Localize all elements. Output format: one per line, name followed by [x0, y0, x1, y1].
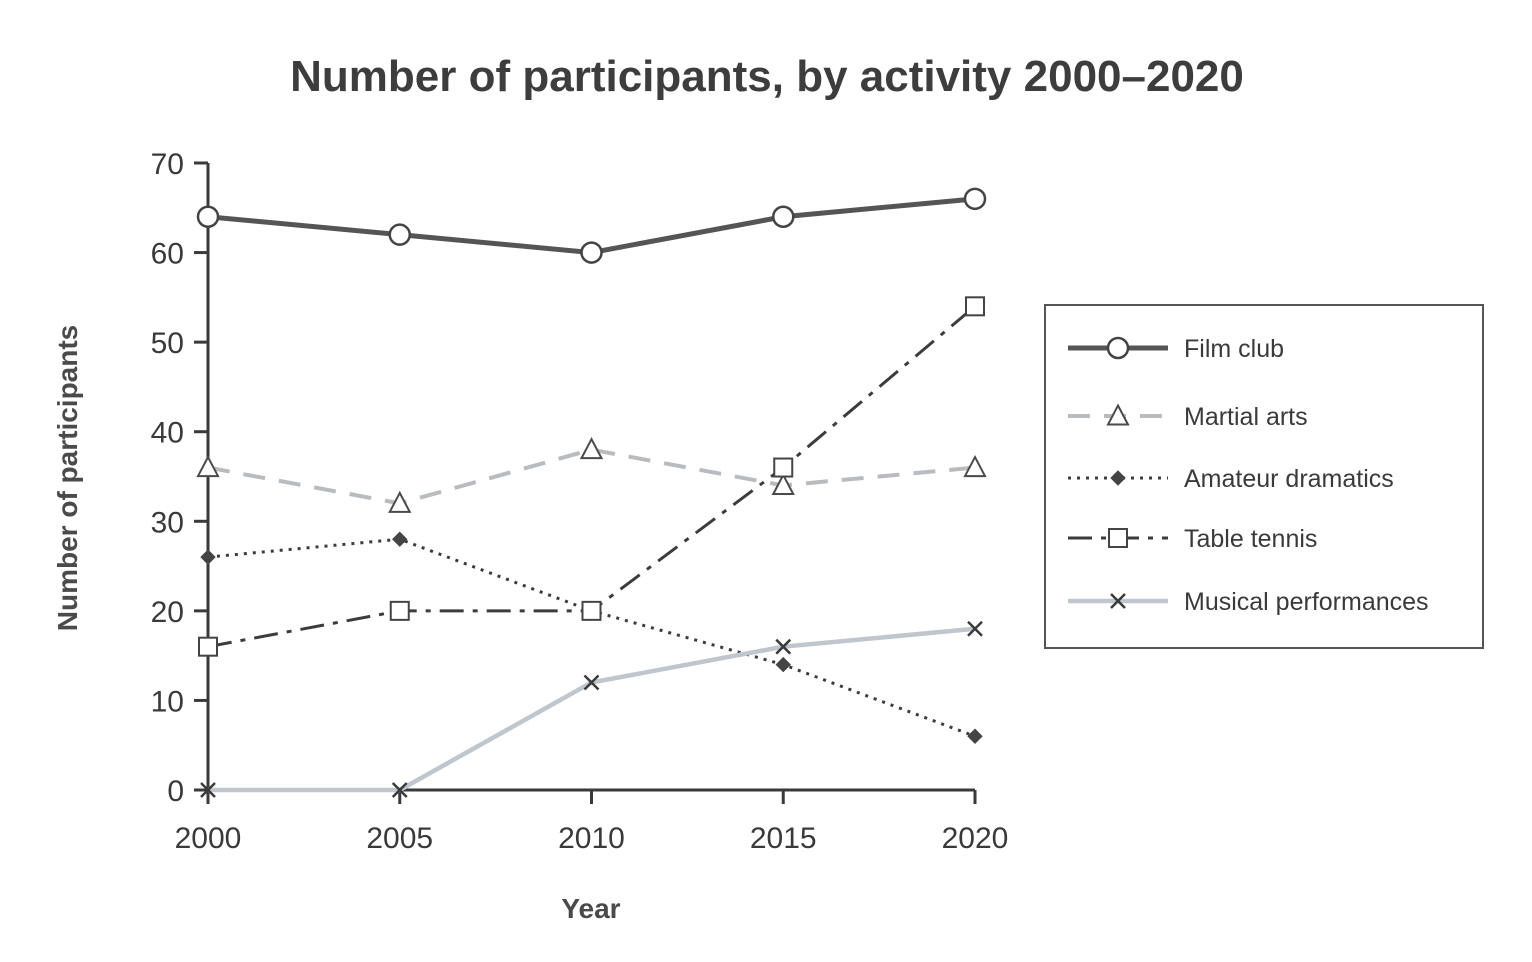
data-point-film-club-circle-marker: [580, 241, 603, 264]
y-tick-label: 50: [151, 327, 184, 360]
data-point-musical-performances-x-marker: [583, 674, 600, 691]
data-point-martial-arts-triangle-marker: [388, 490, 412, 513]
legend: Film club Martial arts Amateur dramatics Ta…: [1044, 304, 1484, 649]
series-martial-arts: [196, 437, 987, 513]
y-tick-label: 0: [167, 775, 184, 808]
y-tick-label: 70: [151, 148, 184, 181]
series-musical-performances: [200, 620, 983, 798]
data-point-musical-performances-x-stroke: [583, 674, 600, 691]
data-point-film-club-circle-marker: [196, 205, 220, 228]
y-axis-label: Number of participants: [52, 325, 83, 631]
legend-film-club-circle-marker: [1106, 336, 1130, 360]
data-point-table-tennis-square-marker: [965, 296, 985, 317]
legend-table-tennis-square-marker: [1108, 528, 1128, 548]
data-point-film-club-circle-marker: [963, 187, 987, 211]
series-film-club: [196, 187, 987, 264]
legend-item-amateur-dramatics: Amateur dramatics: [1068, 465, 1394, 493]
series-line-martial-arts: [207, 447, 976, 506]
legend-martial-arts-triangle-marker: [1106, 403, 1130, 426]
legend-musical-performances-x-marker: [1110, 593, 1126, 609]
data-point-musical-performances-x-stroke: [967, 620, 983, 637]
series-table-tennis: [198, 296, 985, 657]
y-tick-label: 60: [151, 238, 184, 271]
legend-label: Amateur dramatics: [1184, 465, 1394, 493]
data-point-amateur-dramatics-diamond-marker: [967, 728, 983, 744]
data-point-musical-performances-x-stroke: [200, 782, 216, 798]
x-tick-label: 2005: [366, 822, 433, 855]
x-tick-label: 2010: [558, 822, 625, 855]
legend-label: Table tennis: [1184, 525, 1317, 553]
y-tick-label: 30: [151, 506, 184, 539]
legend-label: Martial arts: [1184, 403, 1308, 431]
data-point-musical-performances-x-marker: [200, 782, 216, 798]
data-point-musical-performances-x-marker: [391, 782, 408, 798]
data-point-table-tennis-square-marker: [198, 636, 218, 657]
legend-item-table-tennis: Table tennis: [1068, 525, 1317, 553]
series-lines: [196, 187, 987, 798]
y-tick-label: 40: [151, 417, 184, 450]
data-point-table-tennis-square-marker: [581, 600, 602, 621]
y-tick-label: 20: [151, 596, 184, 629]
data-point-film-club-circle-marker: [388, 223, 411, 246]
data-point-table-tennis-square-marker: [389, 600, 410, 621]
data-point-musical-performances-x-stroke: [391, 782, 408, 798]
data-point-martial-arts-triangle-marker: [963, 454, 987, 478]
x-tick-label: 2015: [750, 822, 817, 855]
y-axis: 0 10 20 30 40 50 60 70: [151, 148, 210, 808]
chart-title: Number of participants, by activity 2000…: [290, 52, 1244, 101]
data-point-musical-performances-x-marker: [775, 638, 792, 655]
legend-label: Film club: [1184, 335, 1284, 363]
series-line-musical-performances: [208, 626, 976, 793]
data-point-amateur-dramatics-diamond-marker: [775, 656, 791, 673]
data-point-martial-arts-triangle-marker: [196, 454, 220, 478]
data-point-table-tennis-square-marker: [773, 457, 794, 478]
data-point-amateur-dramatics-diamond-marker: [392, 531, 408, 547]
legend-item-film-club: Film club: [1068, 335, 1284, 363]
y-tick-label: 10: [151, 685, 184, 718]
x-tick-label: 2020: [942, 822, 1009, 855]
legend-amateur-dramatics-diamond-marker: [1110, 470, 1126, 486]
legend-musical-performances-x-stroke: [1110, 593, 1126, 609]
data-point-martial-arts-triangle-marker: [771, 472, 795, 496]
data-point-martial-arts-triangle-marker: [579, 437, 604, 460]
x-axis-label: Year: [561, 893, 620, 924]
legend-label: Musical performances: [1184, 588, 1429, 616]
data-point-musical-performances-x-marker: [967, 620, 983, 637]
x-axis: 2000 2005 2010 2015 2020: [175, 788, 1009, 855]
legend-item-musical-performances: Musical performances: [1068, 588, 1429, 616]
legend-item-martial-arts: Martial arts: [1068, 403, 1308, 431]
x-tick-label: 2000: [175, 822, 242, 855]
data-point-film-club-circle-marker: [772, 205, 795, 228]
data-point-musical-performances-x-stroke: [775, 638, 792, 655]
data-point-amateur-dramatics-diamond-marker: [200, 549, 216, 565]
